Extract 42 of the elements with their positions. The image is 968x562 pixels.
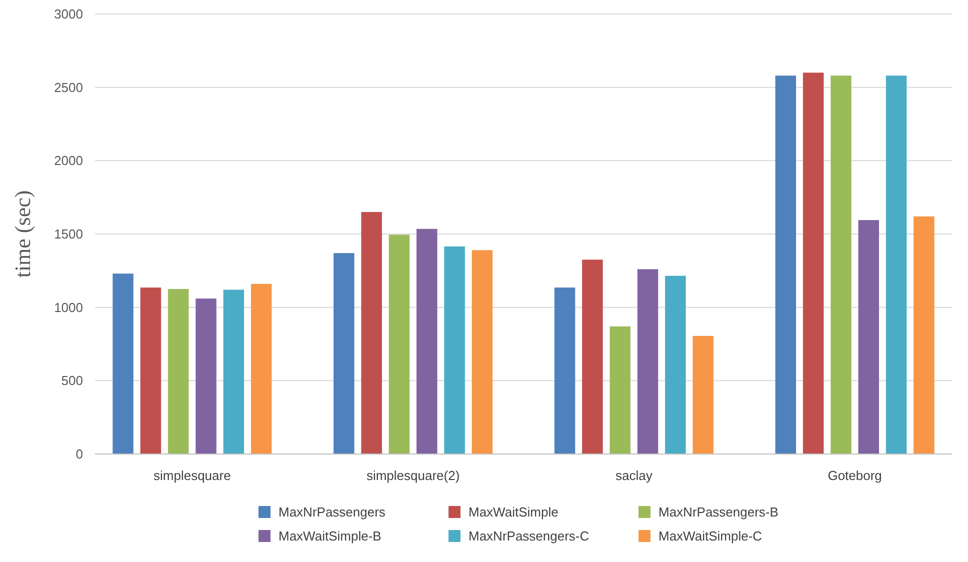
y-tick-label: 500 <box>61 373 83 388</box>
bar <box>830 76 852 454</box>
bar <box>582 260 603 454</box>
bar <box>637 269 658 454</box>
x-tick-label: saclay <box>616 468 653 483</box>
bar <box>858 220 880 454</box>
legend-label: MaxWaitSimple <box>468 504 558 520</box>
legend-label: MaxNrPassengers-B <box>658 504 778 520</box>
x-tick-label: simplesquare <box>154 468 231 483</box>
x-tick-label: simplesquare(2) <box>366 468 460 483</box>
bar <box>334 253 354 454</box>
bar <box>361 212 382 454</box>
bar <box>250 284 272 454</box>
x-tick-label: Goteborg <box>828 468 882 483</box>
bar <box>472 250 493 454</box>
bar <box>775 76 796 454</box>
bar <box>416 228 438 454</box>
bar <box>802 72 824 454</box>
y-tick-label: 1000 <box>54 300 83 315</box>
bar <box>692 336 714 454</box>
legend-label: MaxWaitSimple-C <box>658 528 762 544</box>
bar <box>388 234 410 454</box>
legend-label: MaxNrPassengers-C <box>468 528 590 544</box>
bar <box>914 216 934 454</box>
y-tick-label: 2000 <box>54 153 83 168</box>
bar <box>140 288 162 454</box>
bar <box>554 288 576 454</box>
bar <box>168 289 189 454</box>
bar <box>610 326 630 454</box>
legend-label: MaxWaitSimple-B <box>278 528 382 544</box>
legend-label: MaxNrPassengers <box>278 504 386 520</box>
y-tick-label: 2500 <box>54 80 83 95</box>
bar <box>112 274 134 454</box>
y-tick-label: 0 <box>76 446 83 462</box>
y-tick-label: 3000 <box>54 6 83 22</box>
y-tick-label: 1500 <box>54 226 83 242</box>
bar <box>444 246 465 454</box>
y-axis-title: time (sec) <box>10 190 35 278</box>
bar <box>223 290 244 454</box>
bar <box>665 276 686 454</box>
bar <box>886 76 907 454</box>
bar <box>196 298 216 454</box>
